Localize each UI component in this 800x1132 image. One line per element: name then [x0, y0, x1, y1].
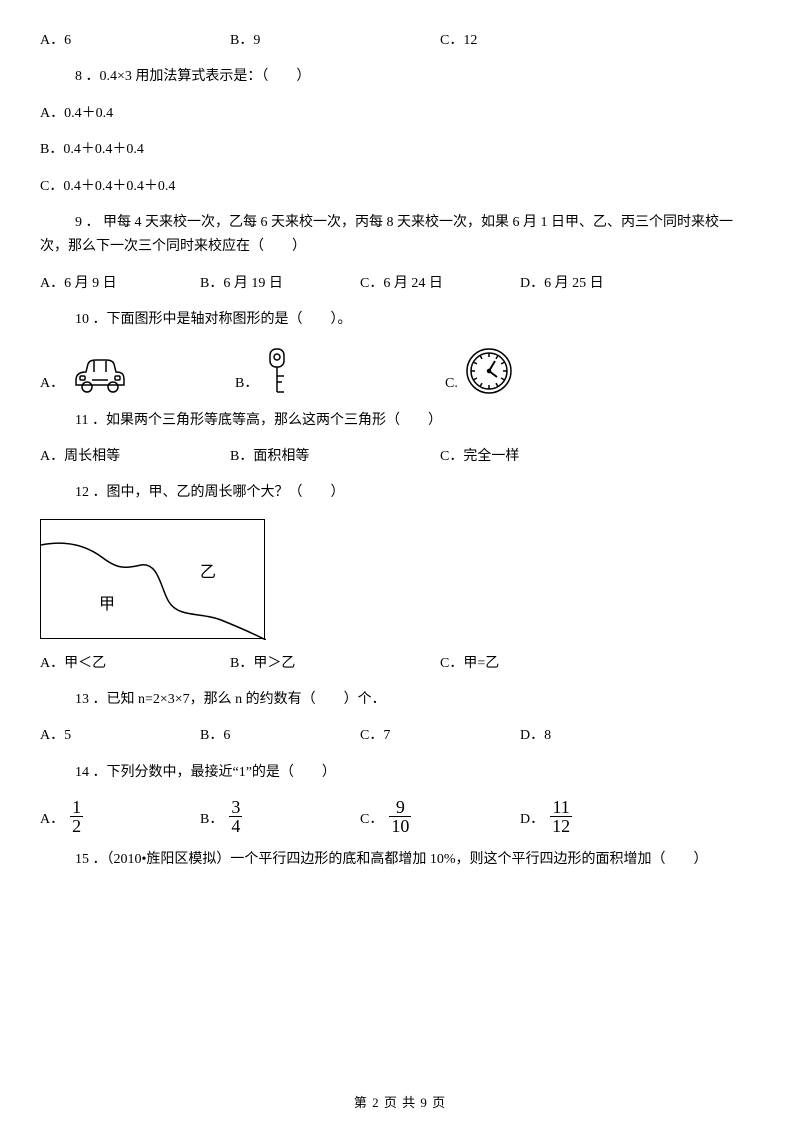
q9-opt-b: B．6 月 19 日: [200, 273, 360, 295]
q9-stem-line1: 9 ． 甲每 4 天来校一次，乙每 6 天来校一次，丙每 8 天来校一次，如果 …: [40, 212, 760, 234]
q14-opt-c-label: C．: [360, 809, 383, 831]
q14-opt-d-label: D．: [520, 809, 544, 831]
frac-a-num: 1: [70, 798, 83, 816]
q14-stem: 14 ．下列分数中，最接近“1”的是（ ）: [40, 762, 760, 784]
q7-opt-c: C．12: [440, 30, 630, 52]
frac-d-den: 12: [550, 816, 572, 835]
frac-b-num: 3: [229, 798, 242, 816]
q15-stem: 15 ．（2010•旌阳区模拟）一个平行四边形的底和高都增加 10%，则这个平行…: [40, 849, 760, 871]
q14-options: A． 1 2 B． 3 4 C． 9 10 D． 11 12: [40, 798, 760, 835]
q14-opt-b-label: B．: [200, 809, 223, 831]
q12-opt-a: A．甲＜乙: [40, 653, 230, 675]
fraction-a: 1 2: [70, 798, 83, 835]
q10-opt-c: C.: [445, 346, 635, 396]
q10-stem: 10 ．下面图形中是轴对称图形的是（ ）。: [40, 309, 760, 331]
q12-stem: 12 ．图中，甲、乙的周长哪个大？（ ）: [40, 482, 760, 504]
q11-opt-b: B．面积相等: [230, 446, 440, 468]
frac-d-num: 11: [550, 798, 571, 816]
q14-opt-a-label: A．: [40, 809, 64, 831]
frac-c-den: 10: [389, 816, 411, 835]
q14-opt-a: A． 1 2: [40, 798, 200, 835]
q13-opt-d: D．8: [520, 725, 680, 747]
fraction-d: 11 12: [550, 798, 572, 835]
q10-options: A． B．: [40, 346, 760, 396]
q7-opt-b: B．9: [230, 30, 440, 52]
q7-options: A．6 B．9 C．12: [40, 30, 760, 52]
q11-opt-c: C．完全一样: [440, 446, 630, 468]
q8-stem: 8 ．0.4×3 用加法算式表示是：（ ）: [40, 66, 760, 88]
q9-stem-line2: 次，那么下一次三个同时来校应在（ ）: [40, 236, 760, 258]
q10-opt-b: B．: [235, 346, 445, 396]
q10-opt-c-label: C.: [445, 373, 458, 395]
q12-figure: 乙 甲: [40, 519, 265, 639]
q8-opt-a: A．0.4＋0.4: [40, 103, 760, 125]
q8-opt-b: B．0.4＋0.4＋0.4: [40, 139, 760, 161]
frac-b-den: 4: [229, 816, 242, 835]
q9-options: A．6 月 9 日 B．6 月 19 日 C．6 月 24 日 D．6 月 25…: [40, 273, 760, 295]
clock-icon: [464, 346, 514, 396]
q13-opt-a: A．5: [40, 725, 200, 747]
q14-opt-c: C． 9 10: [360, 798, 520, 835]
q10-opt-b-label: B．: [235, 373, 258, 395]
q12-label-yi: 乙: [200, 560, 216, 586]
fraction-c: 9 10: [389, 798, 411, 835]
q11-stem: 11 ．如果两个三角形等底等高，那么这两个三角形（ ）: [40, 410, 760, 432]
q11-opt-a: A．周长相等: [40, 446, 230, 468]
q12-options: A．甲＜乙 B．甲＞乙 C．甲=乙: [40, 653, 760, 675]
q8-opt-c: C．0.4＋0.4＋0.4＋0.4: [40, 176, 760, 198]
q9-opt-a: A．6 月 9 日: [40, 273, 200, 295]
page-footer: 第 2 页 共 9 页: [0, 1093, 800, 1114]
q13-options: A．5 B．6 C．7 D．8: [40, 725, 760, 747]
q9-opt-d: D．6 月 25 日: [520, 273, 680, 295]
q13-opt-b: B．6: [200, 725, 360, 747]
fraction-b: 3 4: [229, 798, 242, 835]
car-icon: [70, 354, 128, 396]
q10-opt-a: A．: [40, 354, 235, 396]
q12-label-jia: 甲: [99, 592, 115, 618]
q12-opt-b: B．甲＞乙: [230, 653, 440, 675]
q11-options: A．周长相等 B．面积相等 C．完全一样: [40, 446, 760, 468]
q14-opt-b: B． 3 4: [200, 798, 360, 835]
q13-opt-c: C．7: [360, 725, 520, 747]
frac-a-den: 2: [70, 816, 83, 835]
key-icon: [264, 346, 290, 396]
q14-opt-d: D． 11 12: [520, 798, 680, 835]
q12-opt-c: C．甲=乙: [440, 653, 630, 675]
q10-opt-a-label: A．: [40, 373, 64, 395]
q7-opt-a: A．6: [40, 30, 230, 52]
frac-c-num: 9: [394, 798, 407, 816]
q13-stem: 13 ．已知 n=2×3×7，那么 n 的约数有（ ）个．: [40, 689, 760, 711]
q9-opt-c: C．6 月 24 日: [360, 273, 520, 295]
